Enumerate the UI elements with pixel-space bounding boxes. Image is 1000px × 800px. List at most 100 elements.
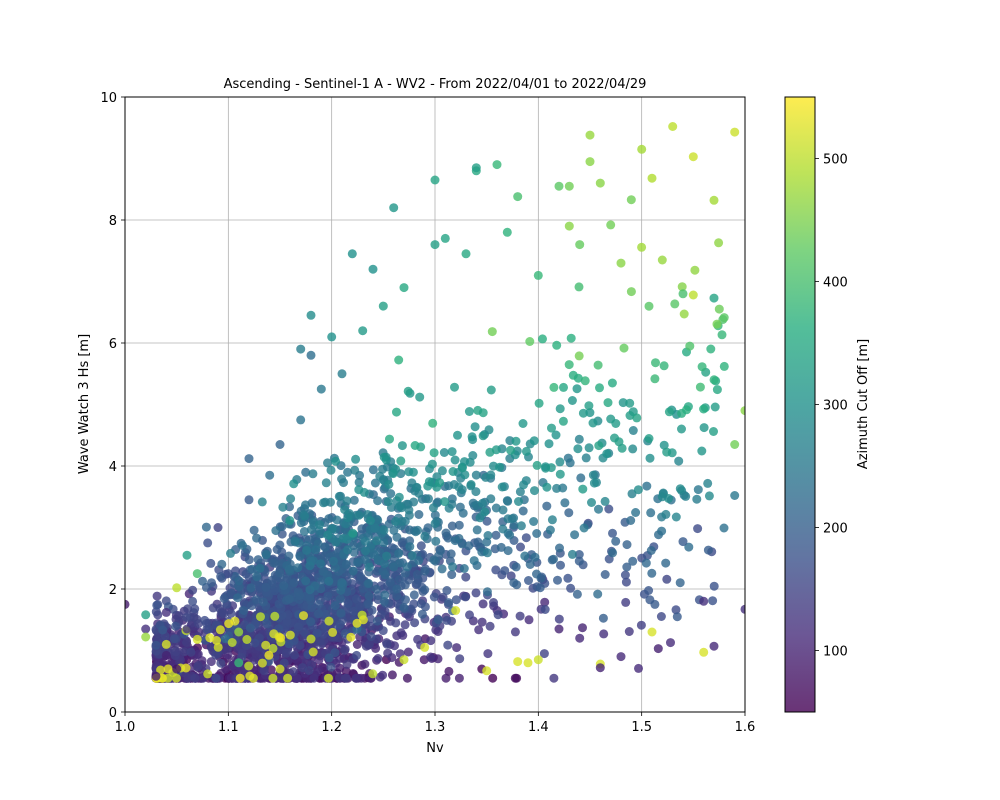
scatter-point bbox=[397, 517, 407, 526]
scatter-point bbox=[461, 592, 470, 602]
scatter-point bbox=[513, 192, 523, 202]
scatter-point bbox=[430, 519, 440, 529]
scatter-point bbox=[244, 555, 254, 565]
scatter-point bbox=[190, 604, 200, 614]
colorbar-ticks: 100 200 300 400 500 bbox=[815, 153, 848, 660]
scatter-point bbox=[335, 620, 345, 629]
scatter-point bbox=[360, 555, 370, 565]
scatter-point bbox=[388, 469, 398, 479]
scatter-point bbox=[245, 671, 255, 681]
scatter-point bbox=[532, 460, 542, 470]
scatter-point bbox=[356, 572, 366, 582]
scatter-point bbox=[679, 309, 689, 319]
x-tick-label: 1.1 bbox=[218, 720, 239, 735]
scatter-point bbox=[611, 536, 621, 546]
scatter-point bbox=[383, 497, 393, 507]
scatter-point bbox=[315, 520, 324, 530]
scatter-point bbox=[519, 480, 528, 490]
scatter-point bbox=[343, 513, 353, 523]
scatter-point bbox=[321, 609, 331, 619]
scatter-point bbox=[308, 469, 318, 479]
scatter-point bbox=[247, 564, 257, 574]
scatter-point bbox=[516, 542, 525, 552]
scatter-point bbox=[335, 594, 345, 604]
scatter-point bbox=[193, 649, 203, 659]
scatter-point bbox=[330, 601, 340, 611]
scatter-point bbox=[235, 673, 245, 683]
scatter-point bbox=[442, 615, 452, 625]
scatter-point bbox=[703, 478, 713, 488]
scatter-point bbox=[253, 555, 263, 565]
scatter-point bbox=[554, 181, 564, 191]
scatter-point bbox=[480, 507, 490, 517]
scatter-point bbox=[198, 576, 207, 586]
scatter-point bbox=[275, 664, 285, 674]
scatter-point bbox=[368, 264, 378, 274]
scatter-point bbox=[400, 580, 410, 590]
scatter-point bbox=[336, 608, 346, 618]
scatter-point bbox=[730, 440, 740, 449]
scatter-point bbox=[416, 541, 426, 551]
scatter-point bbox=[489, 598, 498, 607]
scatter-point bbox=[585, 157, 595, 167]
scatter-point bbox=[497, 482, 507, 492]
scatter-point bbox=[626, 516, 636, 525]
scatter-point bbox=[182, 550, 192, 560]
scatter-point bbox=[373, 496, 383, 506]
scatter-point bbox=[402, 562, 412, 572]
scatter-point bbox=[483, 531, 493, 540]
scatter-point bbox=[336, 585, 346, 595]
scatter-point bbox=[636, 620, 646, 630]
scatter-point bbox=[491, 530, 501, 540]
y-tick-label: 2 bbox=[109, 583, 117, 598]
scatter-point bbox=[552, 483, 562, 493]
scatter-point bbox=[382, 639, 392, 649]
scatter-point bbox=[709, 641, 719, 651]
scatter-point bbox=[500, 566, 510, 576]
scatter-point bbox=[268, 558, 278, 568]
scatter-point bbox=[352, 640, 362, 649]
scatter-point bbox=[461, 249, 471, 259]
scatter-point bbox=[552, 340, 562, 350]
scatter-point bbox=[564, 181, 574, 191]
scatter-point bbox=[521, 533, 531, 543]
scatter-point bbox=[316, 384, 326, 394]
scatter-point bbox=[637, 242, 647, 252]
scatter-point bbox=[659, 440, 669, 450]
scatter-point bbox=[188, 585, 198, 595]
scatter-point bbox=[420, 531, 430, 541]
scatter-point bbox=[448, 562, 458, 572]
scatter-point bbox=[410, 618, 420, 628]
scatter-point bbox=[299, 527, 309, 536]
scatter-point bbox=[238, 541, 247, 550]
scatter-point bbox=[471, 588, 481, 598]
scatter-point bbox=[549, 382, 559, 392]
scatter-point bbox=[234, 576, 244, 586]
scatter-point bbox=[483, 649, 493, 659]
scatter-point bbox=[190, 673, 200, 683]
scatter-point bbox=[578, 408, 588, 418]
scatter-point bbox=[407, 551, 417, 560]
x-axis-ticks: 1.0 1.1 1.2 1.3 1.4 1.5 1.6 bbox=[115, 712, 755, 735]
scatter-point bbox=[397, 441, 407, 451]
scatter-point bbox=[626, 287, 636, 297]
scatter-point bbox=[300, 511, 310, 521]
scatter-point bbox=[719, 361, 729, 371]
scatter-point bbox=[492, 160, 502, 170]
scatter-point bbox=[226, 608, 236, 618]
scatter-point bbox=[207, 578, 216, 588]
scatter-point bbox=[593, 589, 603, 599]
scatter-point bbox=[384, 480, 394, 489]
scatter-point bbox=[380, 590, 390, 600]
scatter-point bbox=[558, 416, 568, 426]
scatter-point bbox=[355, 602, 365, 612]
scatter-point bbox=[408, 467, 418, 477]
scatter-point bbox=[442, 586, 452, 595]
scatter-point bbox=[666, 638, 675, 648]
scatter-point bbox=[293, 622, 303, 632]
scatter-point bbox=[529, 436, 539, 446]
scatter-points bbox=[125, 122, 745, 683]
scatter-point bbox=[401, 595, 410, 605]
colorbar bbox=[784, 96, 816, 713]
scatter-point bbox=[208, 603, 218, 613]
